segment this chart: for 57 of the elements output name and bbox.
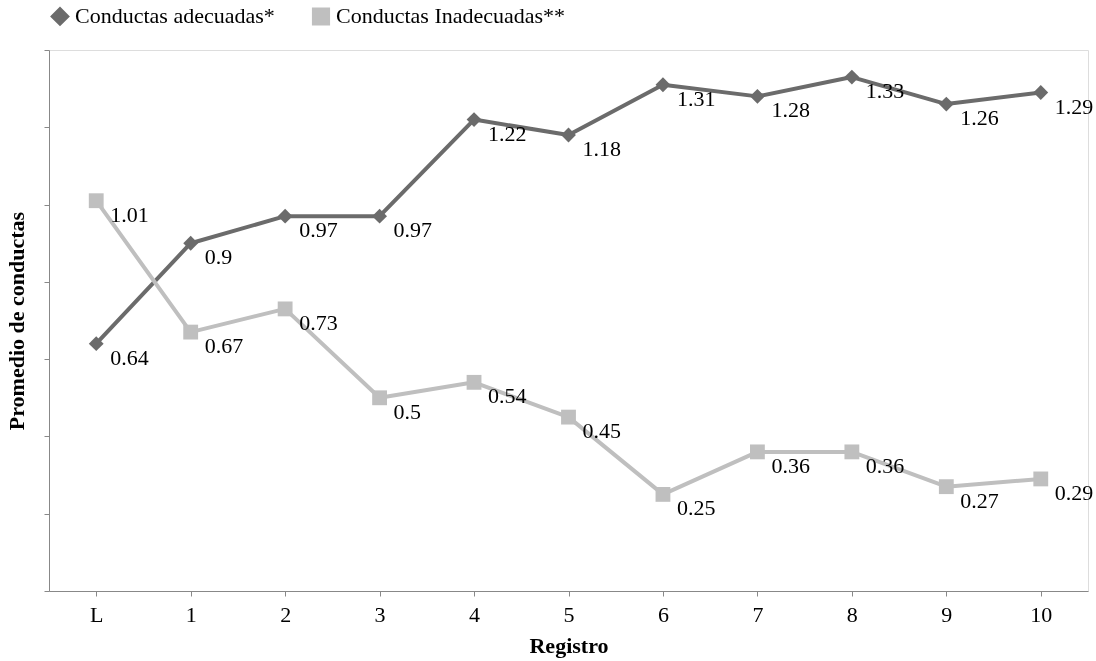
data-label: 0.5 bbox=[393, 398, 422, 424]
x-tick-label: L bbox=[90, 601, 104, 627]
data-label: 0.54 bbox=[488, 383, 527, 409]
point bbox=[844, 69, 860, 85]
data-label: 0.9 bbox=[204, 244, 233, 270]
data-label: 1.22 bbox=[488, 120, 527, 146]
point bbox=[277, 208, 293, 224]
x-tick-label: 1 bbox=[185, 601, 197, 627]
point bbox=[372, 390, 388, 406]
x-tick-label: 3 bbox=[374, 601, 386, 627]
x-tick-label: 9 bbox=[941, 601, 953, 627]
data-label: 1.18 bbox=[582, 136, 621, 162]
point bbox=[88, 193, 104, 209]
x-tick-label: 6 bbox=[657, 601, 669, 627]
point bbox=[844, 444, 860, 460]
data-label: 0.67 bbox=[204, 333, 244, 359]
data-label: 0.36 bbox=[771, 452, 810, 478]
point bbox=[372, 208, 388, 224]
data-label: 0.73 bbox=[299, 309, 338, 335]
point bbox=[655, 486, 671, 502]
data-label: 0.25 bbox=[676, 495, 716, 521]
x-tick-label: 8 bbox=[846, 601, 858, 627]
data-label: 1.26 bbox=[960, 105, 999, 131]
point bbox=[749, 444, 765, 460]
legend-label: Conductas Inadecuadas** bbox=[336, 3, 566, 29]
data-label: 1.31 bbox=[676, 85, 716, 111]
x-tick-label: 4 bbox=[469, 601, 481, 627]
point bbox=[561, 409, 576, 425]
point bbox=[655, 77, 671, 93]
point bbox=[183, 235, 199, 251]
data-label: 0.97 bbox=[299, 217, 338, 243]
x-tick-label: 2 bbox=[280, 601, 292, 627]
point bbox=[88, 336, 104, 352]
x-tick-label: 5 bbox=[563, 601, 575, 627]
x-axis-title: Registro bbox=[529, 632, 609, 658]
point bbox=[466, 112, 482, 127]
x-tick-label: 10 bbox=[1030, 601, 1053, 627]
data-label: 1.28 bbox=[771, 97, 810, 123]
point bbox=[466, 374, 482, 390]
point bbox=[1033, 471, 1049, 487]
data-label: 0.27 bbox=[960, 487, 999, 513]
point bbox=[938, 479, 954, 495]
data-label: 0.45 bbox=[582, 418, 621, 444]
data-label: 0.29 bbox=[1054, 479, 1094, 505]
data-label: 0.97 bbox=[393, 217, 433, 243]
point bbox=[277, 301, 293, 317]
x-tick-label: 7 bbox=[752, 601, 764, 627]
point bbox=[183, 324, 199, 340]
point bbox=[938, 96, 954, 112]
legend-label: Conductas adecuadas* bbox=[75, 3, 275, 29]
y-axis-title: Promedio de conductas bbox=[4, 211, 29, 431]
data-label: 1.01 bbox=[110, 201, 149, 227]
data-label: 1.29 bbox=[1054, 93, 1094, 119]
point bbox=[749, 88, 765, 104]
data-label: 0.36 bbox=[865, 452, 905, 478]
point bbox=[1033, 85, 1049, 100]
data-label: 0.64 bbox=[110, 344, 149, 370]
